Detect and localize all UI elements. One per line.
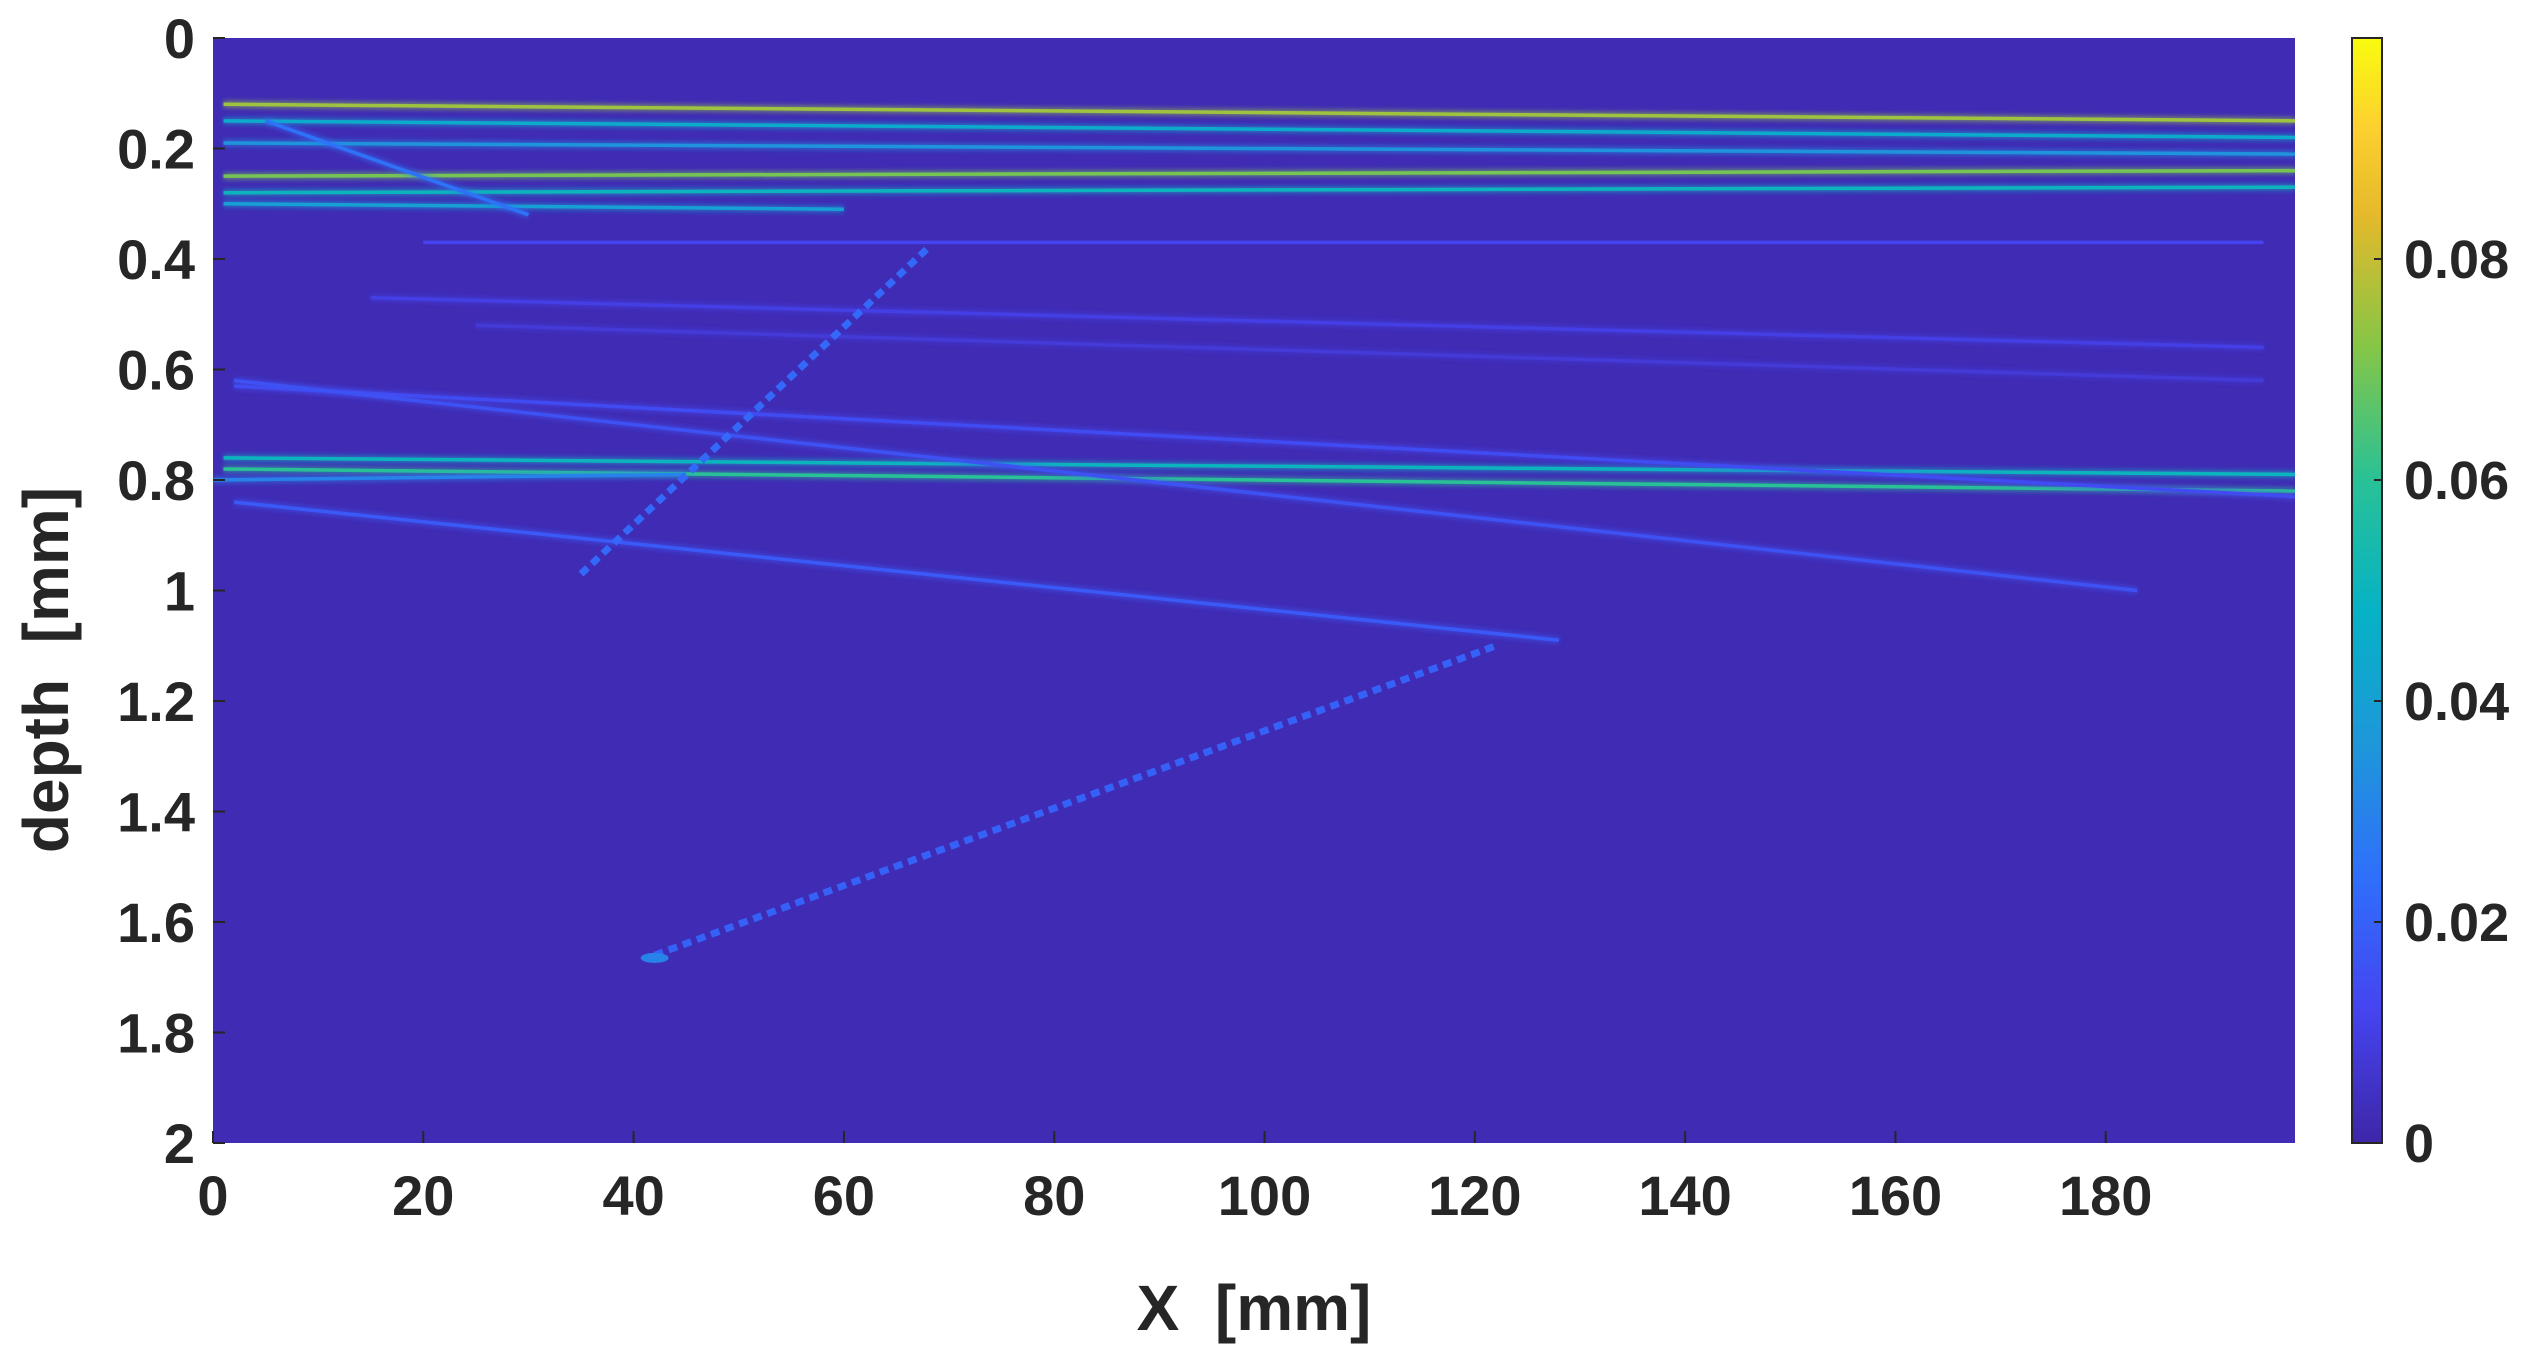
x-tick-label: 160 bbox=[1849, 1164, 1942, 1227]
heatmap-band-core-14 bbox=[233, 378, 2138, 593]
heatmap-band-core-10 bbox=[223, 456, 2295, 477]
heatmap-band-core-3 bbox=[223, 168, 2295, 178]
y-tick-label: 0.2 bbox=[117, 118, 195, 181]
y-tick-label: 0 bbox=[164, 7, 195, 70]
colorbar bbox=[2351, 37, 2383, 1144]
x-axis: 0 20 40 60 80 100 120 140 160 180 bbox=[197, 1131, 2152, 1227]
heatmap-band-core-9 bbox=[475, 323, 2264, 383]
x-axis-title: X [mm] bbox=[1137, 1272, 1372, 1344]
x-tick-label: 140 bbox=[1638, 1164, 1731, 1227]
colorbar-tick-label: 0.06 bbox=[2404, 451, 2509, 511]
x-tick-label: 20 bbox=[392, 1164, 454, 1227]
colorbar-tick-label: 0.08 bbox=[2404, 230, 2509, 290]
x-tick-label: 100 bbox=[1218, 1164, 1311, 1227]
x-tick-label: 120 bbox=[1428, 1164, 1521, 1227]
y-tick-label: 0.8 bbox=[117, 449, 195, 512]
heatmap-band-core-13 bbox=[233, 384, 2295, 499]
colorbar-tick-label: 0.02 bbox=[2404, 893, 2509, 953]
colorbar-tick-label: 0 bbox=[2404, 1114, 2434, 1174]
y-tick-label: 1 bbox=[164, 560, 195, 623]
y-tick-label: 0.4 bbox=[117, 228, 195, 291]
x-tick-label: 60 bbox=[813, 1164, 875, 1227]
colorbar-tick-label: 0.04 bbox=[2404, 672, 2509, 732]
y-tick-label: 1.6 bbox=[117, 891, 195, 954]
x-tick-label: 180 bbox=[2059, 1164, 2152, 1227]
y-tick-label: 1.2 bbox=[117, 670, 195, 733]
heatmap-band-core-2 bbox=[223, 141, 2295, 156]
heatmap-band-core-4 bbox=[223, 185, 2295, 195]
y-axis-title: depth [mm] bbox=[10, 487, 82, 853]
heatmap-band-core-8 bbox=[370, 295, 2264, 350]
heatmap-band-core-0 bbox=[223, 102, 2295, 123]
x-tick-label: 40 bbox=[602, 1164, 664, 1227]
heatmap-features bbox=[213, 100, 2295, 963]
y-tick-label: 0.6 bbox=[117, 339, 195, 402]
x-tick-label: 0 bbox=[197, 1164, 228, 1227]
y-tick-label: 2 bbox=[164, 1112, 195, 1175]
heatmap-band-core-1 bbox=[223, 119, 2295, 140]
heatmap-band-core-15 bbox=[233, 500, 1560, 642]
y-tick-label: 1.8 bbox=[117, 1002, 195, 1065]
y-tick-label: 1.4 bbox=[117, 781, 195, 844]
plot-area bbox=[213, 38, 2295, 1143]
heatmap-spot-18 bbox=[640, 952, 669, 963]
colorbar-ticks: 0 0.02 0.04 0.06 0.08 bbox=[2374, 230, 2509, 1174]
heatmap-band-core-12 bbox=[213, 472, 687, 482]
x-tick-label: 80 bbox=[1023, 1164, 1085, 1227]
heatmap-band-core-6 bbox=[264, 119, 530, 217]
y-axis: 0 0.2 0.4 0.6 0.8 1 1.2 1.4 1.6 1.8 2 bbox=[117, 7, 225, 1175]
heatmap-trace-16 bbox=[578, 245, 931, 577]
heatmap-band-core-5 bbox=[223, 202, 844, 212]
